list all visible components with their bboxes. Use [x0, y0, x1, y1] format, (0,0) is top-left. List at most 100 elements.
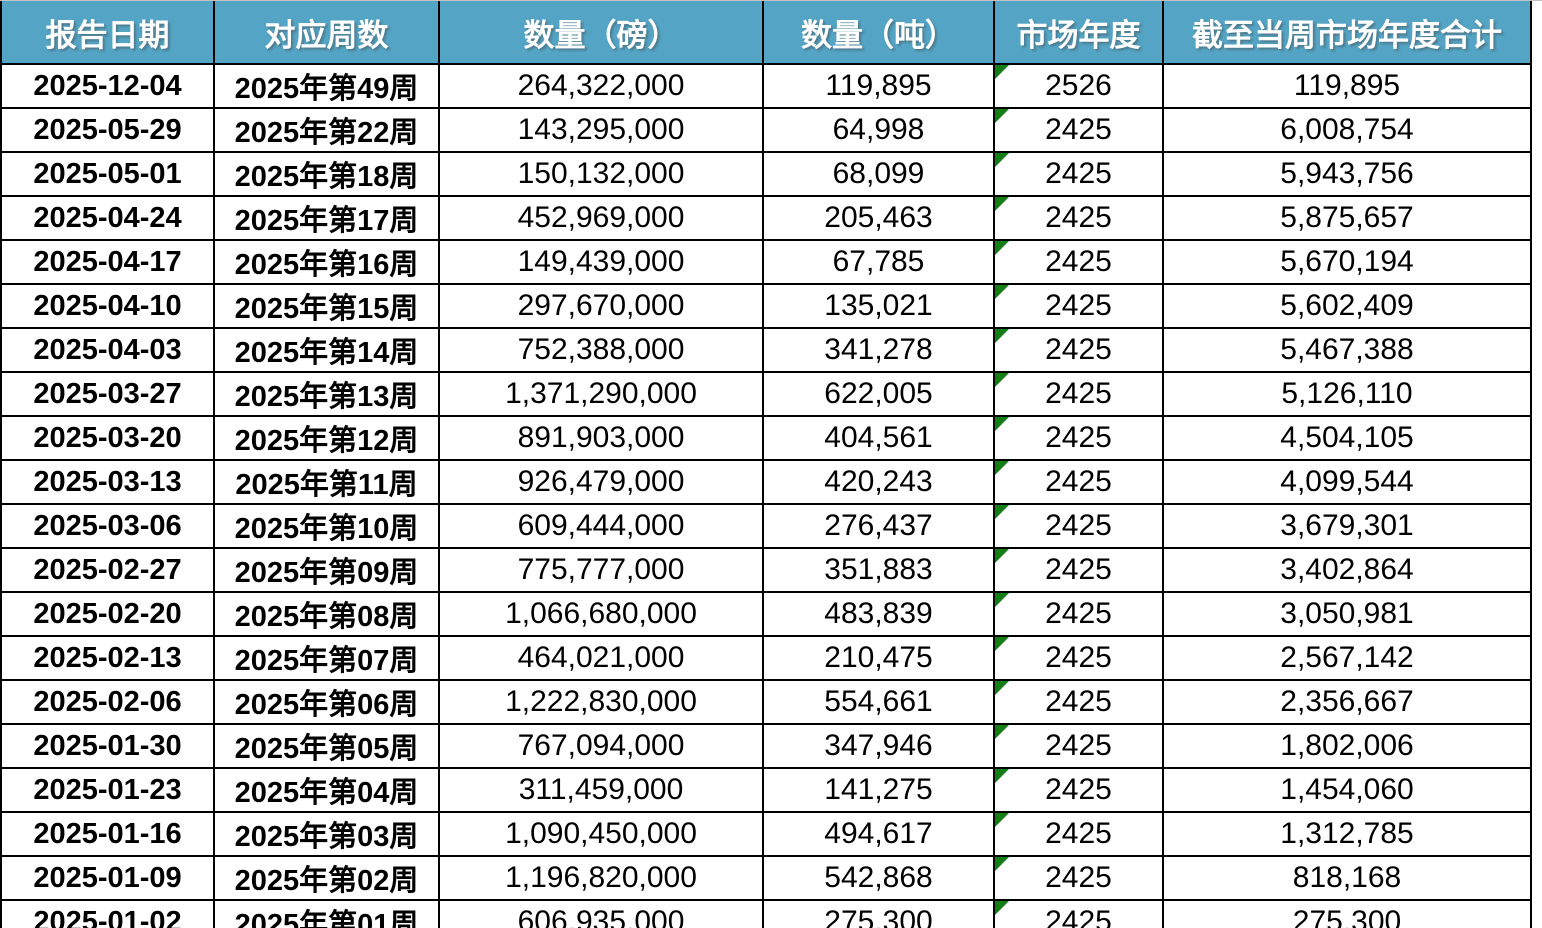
- cell-market-year[interactable]: 2425: [993, 415, 1164, 461]
- cell-qty-tons[interactable]: 205,463: [762, 195, 995, 241]
- cell-qty-tons[interactable]: 351,883: [762, 547, 995, 593]
- cell-ytd-total[interactable]: 5,467,388: [1162, 327, 1532, 373]
- cell-market-year[interactable]: 2425: [993, 239, 1164, 285]
- cell-qty-lbs[interactable]: 1,066,680,000: [438, 591, 764, 637]
- cell-market-year[interactable]: 2425: [993, 723, 1164, 769]
- cell-report-date[interactable]: 2025-12-04: [0, 63, 215, 109]
- cell-ytd-total[interactable]: 5,670,194: [1162, 239, 1532, 285]
- cell-qty-lbs[interactable]: 150,132,000: [438, 151, 764, 197]
- cell-market-year[interactable]: 2425: [993, 547, 1164, 593]
- cell-ytd-total[interactable]: 3,679,301: [1162, 503, 1532, 549]
- cell-report-date[interactable]: 2025-04-10: [0, 283, 215, 329]
- header-qty-tons[interactable]: 数量（吨）: [762, 1, 995, 65]
- cell-ytd-total[interactable]: 5,126,110: [1162, 371, 1532, 417]
- cell-report-date[interactable]: 2025-02-27: [0, 547, 215, 593]
- cell-qty-lbs[interactable]: 1,222,830,000: [438, 679, 764, 725]
- cell-qty-lbs[interactable]: 767,094,000: [438, 723, 764, 769]
- cell-qty-tons[interactable]: 483,839: [762, 591, 995, 637]
- cell-ytd-total[interactable]: 275,300: [1162, 899, 1532, 928]
- cell-week[interactable]: 2025年第14周: [213, 327, 440, 373]
- cell-qty-tons[interactable]: 135,021: [762, 283, 995, 329]
- cell-week[interactable]: 2025年第06周: [213, 679, 440, 725]
- cell-qty-tons[interactable]: 64,998: [762, 107, 995, 153]
- cell-qty-tons[interactable]: 276,437: [762, 503, 995, 549]
- cell-market-year[interactable]: 2425: [993, 371, 1164, 417]
- cell-market-year[interactable]: 2425: [993, 503, 1164, 549]
- cell-qty-lbs[interactable]: 752,388,000: [438, 327, 764, 373]
- cell-market-year[interactable]: 2425: [993, 591, 1164, 637]
- cell-market-year[interactable]: 2425: [993, 811, 1164, 857]
- cell-market-year[interactable]: 2425: [993, 327, 1164, 373]
- cell-qty-lbs[interactable]: 609,444,000: [438, 503, 764, 549]
- cell-report-date[interactable]: 2025-02-20: [0, 591, 215, 637]
- cell-qty-tons[interactable]: 622,005: [762, 371, 995, 417]
- cell-qty-tons[interactable]: 420,243: [762, 459, 995, 505]
- cell-report-date[interactable]: 2025-05-29: [0, 107, 215, 153]
- cell-market-year[interactable]: 2425: [993, 899, 1164, 928]
- cell-ytd-total[interactable]: 5,602,409: [1162, 283, 1532, 329]
- cell-qty-tons[interactable]: 494,617: [762, 811, 995, 857]
- cell-week[interactable]: 2025年第02周: [213, 855, 440, 901]
- cell-qty-tons[interactable]: 210,475: [762, 635, 995, 681]
- cell-week[interactable]: 2025年第18周: [213, 151, 440, 197]
- cell-report-date[interactable]: 2025-04-24: [0, 195, 215, 241]
- cell-week[interactable]: 2025年第16周: [213, 239, 440, 285]
- cell-week[interactable]: 2025年第17周: [213, 195, 440, 241]
- cell-qty-tons[interactable]: 141,275: [762, 767, 995, 813]
- cell-market-year[interactable]: 2425: [993, 855, 1164, 901]
- cell-market-year[interactable]: 2425: [993, 459, 1164, 505]
- cell-report-date[interactable]: 2025-04-03: [0, 327, 215, 373]
- cell-qty-lbs[interactable]: 606,935,000: [438, 899, 764, 928]
- cell-qty-tons[interactable]: 68,099: [762, 151, 995, 197]
- cell-ytd-total[interactable]: 4,099,544: [1162, 459, 1532, 505]
- cell-qty-lbs[interactable]: 143,295,000: [438, 107, 764, 153]
- header-report-date[interactable]: 报告日期: [0, 1, 215, 65]
- cell-ytd-total[interactable]: 5,943,756: [1162, 151, 1532, 197]
- cell-qty-tons[interactable]: 554,661: [762, 679, 995, 725]
- cell-market-year[interactable]: 2425: [993, 767, 1164, 813]
- cell-report-date[interactable]: 2025-01-02: [0, 899, 215, 928]
- cell-qty-lbs[interactable]: 297,670,000: [438, 283, 764, 329]
- cell-week[interactable]: 2025年第05周: [213, 723, 440, 769]
- cell-week[interactable]: 2025年第15周: [213, 283, 440, 329]
- cell-qty-lbs[interactable]: 311,459,000: [438, 767, 764, 813]
- cell-report-date[interactable]: 2025-02-13: [0, 635, 215, 681]
- cell-qty-tons[interactable]: 275,300: [762, 899, 995, 928]
- cell-qty-lbs[interactable]: 264,322,000: [438, 63, 764, 109]
- cell-qty-tons[interactable]: 119,895: [762, 63, 995, 109]
- cell-market-year[interactable]: 2526: [993, 63, 1164, 109]
- cell-week[interactable]: 2025年第01周: [213, 899, 440, 928]
- cell-report-date[interactable]: 2025-04-17: [0, 239, 215, 285]
- cell-qty-tons[interactable]: 542,868: [762, 855, 995, 901]
- cell-qty-lbs[interactable]: 149,439,000: [438, 239, 764, 285]
- cell-qty-tons[interactable]: 404,561: [762, 415, 995, 461]
- cell-market-year[interactable]: 2425: [993, 635, 1164, 681]
- cell-ytd-total[interactable]: 5,875,657: [1162, 195, 1532, 241]
- cell-report-date[interactable]: 2025-01-23: [0, 767, 215, 813]
- cell-ytd-total[interactable]: 119,895: [1162, 63, 1532, 109]
- cell-ytd-total[interactable]: 3,050,981: [1162, 591, 1532, 637]
- cell-week[interactable]: 2025年第04周: [213, 767, 440, 813]
- cell-week[interactable]: 2025年第08周: [213, 591, 440, 637]
- cell-qty-lbs[interactable]: 1,371,290,000: [438, 371, 764, 417]
- cell-week[interactable]: 2025年第12周: [213, 415, 440, 461]
- cell-report-date[interactable]: 2025-02-06: [0, 679, 215, 725]
- header-week[interactable]: 对应周数: [213, 1, 440, 65]
- cell-week[interactable]: 2025年第22周: [213, 107, 440, 153]
- cell-market-year[interactable]: 2425: [993, 679, 1164, 725]
- header-market-year[interactable]: 市场年度: [993, 1, 1164, 65]
- cell-qty-lbs[interactable]: 891,903,000: [438, 415, 764, 461]
- cell-market-year[interactable]: 2425: [993, 195, 1164, 241]
- cell-qty-tons[interactable]: 341,278: [762, 327, 995, 373]
- cell-ytd-total[interactable]: 1,312,785: [1162, 811, 1532, 857]
- cell-week[interactable]: 2025年第09周: [213, 547, 440, 593]
- cell-ytd-total[interactable]: 1,802,006: [1162, 723, 1532, 769]
- cell-ytd-total[interactable]: 2,567,142: [1162, 635, 1532, 681]
- cell-market-year[interactable]: 2425: [993, 107, 1164, 153]
- cell-week[interactable]: 2025年第49周: [213, 63, 440, 109]
- cell-market-year[interactable]: 2425: [993, 151, 1164, 197]
- cell-report-date[interactable]: 2025-03-06: [0, 503, 215, 549]
- cell-week[interactable]: 2025年第10周: [213, 503, 440, 549]
- cell-ytd-total[interactable]: 3,402,864: [1162, 547, 1532, 593]
- cell-week[interactable]: 2025年第11周: [213, 459, 440, 505]
